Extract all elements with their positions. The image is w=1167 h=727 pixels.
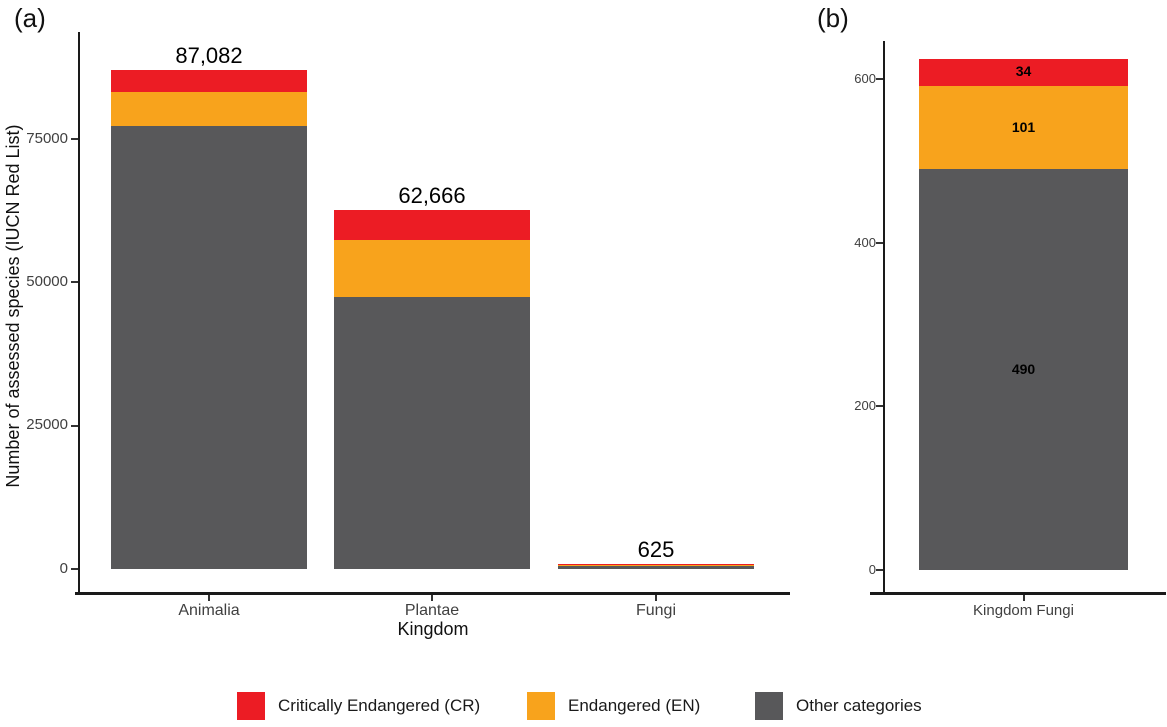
panel-a-x-tick-label: Plantae	[404, 602, 460, 619]
bar-animalia	[111, 69, 307, 569]
bar-total-label-plantae: 62,666	[398, 182, 466, 208]
bar-segment-plantae-2	[334, 297, 530, 569]
panel-b-y-tickmark	[876, 405, 883, 408]
bar-segment-plantae-0	[334, 209, 530, 240]
panel-a-y-tickmark	[71, 568, 78, 570]
panel-a-x-axis-line	[75, 592, 790, 595]
panel-b-label: (b)	[817, 3, 849, 33]
bar-segment-fungi-0	[558, 563, 754, 565]
panel-b-y-tickmark	[876, 241, 883, 244]
legend-swatch-0	[237, 692, 265, 720]
panel-b-x-tickmark	[1022, 595, 1025, 601]
panel-b-y-tick-label: 200	[854, 398, 876, 414]
segment-value-label: 34	[1015, 63, 1032, 80]
segment-value-label: 490	[1011, 360, 1036, 377]
panel-a-y-tick-label: 25000	[26, 416, 68, 434]
bar-total-label-fungi: 625	[637, 536, 675, 562]
panel-a-y-tickmark	[71, 281, 78, 284]
panel-a-y-tickmark	[71, 424, 78, 427]
panel-a-y-tick-label: 50000	[26, 273, 68, 291]
legend-label-1: Endangered (EN)	[568, 696, 701, 715]
bar-kingdom-fungi	[919, 58, 1128, 570]
bar-segment-fungi-0	[919, 58, 1128, 87]
bar-segment-animalia-1	[111, 92, 307, 127]
panel-a-y-tickmark	[71, 138, 78, 141]
legend-item-1: Endangered (EN)	[527, 691, 700, 721]
panel-a-y-tick-label: 0	[59, 559, 68, 577]
bar-total-label-animalia: 87,082	[175, 42, 243, 68]
bar-fungi	[558, 563, 754, 569]
segment-value-label: 101	[1011, 118, 1036, 135]
x-axis-title: Kingdom	[397, 619, 469, 639]
panel-b-x-tick-label: Kingdom Fungi	[973, 602, 1074, 619]
legend-item-0: Critically Endangered (CR)	[237, 691, 480, 721]
panel-a-x-tickmark	[431, 595, 433, 601]
legend-swatch-1	[527, 692, 555, 720]
bar-segment-fungi-1	[558, 564, 754, 567]
bar-segment-plantae-1	[334, 239, 530, 298]
panel-b-y-tick-label: 0	[868, 561, 876, 577]
bar-segment-fungi-2	[919, 169, 1128, 570]
legend-label-2: Other categories	[796, 696, 922, 715]
panel-b-y-tick-label: 400	[854, 234, 876, 250]
legend-swatch-2	[755, 692, 783, 720]
panel-a-x-tick-label: Fungi	[635, 602, 677, 619]
panel-a-x-tick-label: Animalia	[178, 602, 240, 619]
bar-plantae	[334, 209, 530, 569]
panel-b-y-axis-line	[883, 41, 885, 592]
panel-a-x-tickmark	[655, 595, 657, 601]
panel-a-label: (a)	[14, 3, 46, 33]
panel-b-y-tickmark	[876, 78, 883, 81]
panel-b-y-tickmark	[876, 569, 883, 571]
panel-b-x-axis-line	[870, 592, 1166, 595]
bar-segment-animalia-2	[111, 126, 307, 569]
panel-b-y-tick-label: 600	[854, 70, 876, 86]
panel-a-x-tickmark	[208, 595, 210, 601]
bar-segment-fungi-1	[919, 86, 1128, 170]
bar-segment-animalia-0	[111, 69, 307, 93]
panel-a-y-axis-line	[78, 32, 80, 592]
panel-a-y-tick-label: 75000	[26, 129, 68, 147]
bar-segment-fungi-2	[558, 566, 754, 569]
legend-label-0: Critically Endangered (CR)	[278, 696, 481, 715]
legend-item-2: Other categories	[755, 691, 922, 721]
